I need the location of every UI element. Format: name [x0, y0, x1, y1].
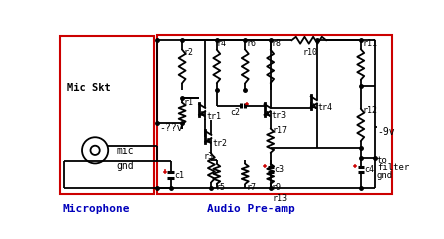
Text: tr1: tr1	[206, 112, 221, 121]
Text: Mic Skt: Mic Skt	[67, 83, 111, 92]
Text: to: to	[377, 156, 388, 165]
Text: c1: c1	[174, 171, 184, 180]
Text: r12: r12	[362, 106, 377, 115]
Bar	[157, 35, 392, 194]
Text: -??v: -??v	[159, 123, 182, 133]
Text: tr3: tr3	[271, 111, 286, 120]
Text: -9v: -9v	[377, 127, 395, 137]
Text: c4: c4	[365, 165, 375, 174]
Text: r8: r8	[271, 39, 281, 48]
Text: r11: r11	[362, 39, 377, 48]
Text: r1: r1	[184, 98, 194, 107]
Text: r2: r2	[184, 48, 194, 57]
Text: tr4: tr4	[317, 103, 333, 112]
Text: gnd: gnd	[377, 171, 393, 180]
Text: r17: r17	[272, 126, 287, 135]
Text: r10: r10	[303, 48, 317, 57]
Text: r6: r6	[246, 39, 256, 48]
Text: r13: r13	[272, 194, 287, 203]
Text: r9: r9	[271, 183, 281, 192]
Text: r4: r4	[216, 39, 226, 48]
Text: filter: filter	[377, 163, 409, 172]
Text: mic: mic	[117, 147, 134, 157]
Text: r5: r5	[215, 183, 225, 192]
Text: c3: c3	[274, 165, 285, 174]
Bar	[60, 36, 155, 194]
Text: r3: r3	[204, 152, 214, 161]
Text: r7: r7	[246, 183, 256, 192]
Text: Microphone: Microphone	[63, 204, 130, 214]
Text: c2: c2	[230, 108, 240, 117]
Text: Audio Pre-amp: Audio Pre-amp	[207, 204, 294, 214]
Text: tr2: tr2	[212, 139, 227, 148]
Text: gnd: gnd	[117, 161, 134, 171]
